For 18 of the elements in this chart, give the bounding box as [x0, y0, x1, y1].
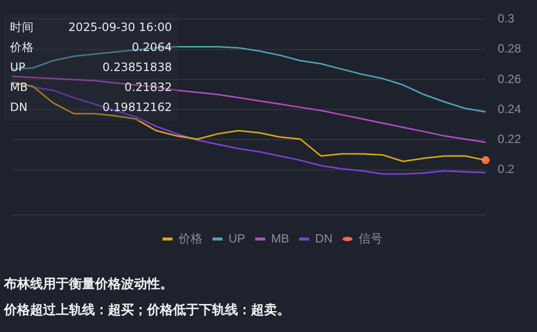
text: 价格超过上轨线：超买；价格低于下轨线：超卖。 [4, 302, 290, 320]
text: MB 0.21832 [10, 80, 172, 94]
text: UP 0.23851838 [10, 60, 172, 74]
text: 价格 0.2064 [10, 40, 172, 54]
text: DN 0.19812162 [10, 100, 172, 114]
text: 时间 2025-09-30 16:00 [10, 20, 172, 34]
text: 布林线用于衡量价格波动性。 [4, 276, 174, 294]
y-tick-label: 0.24 [498, 102, 522, 116]
legend-label: 信号 [358, 231, 382, 246]
y-tick-label: 0.2 [498, 162, 515, 176]
y-tick-label: 0.3 [498, 12, 515, 26]
legend-label: UP [228, 231, 246, 246]
y-tick-label: 0.22 [498, 132, 522, 146]
y-tick-label: 0.26 [498, 72, 522, 86]
legend-label: 价格 [178, 231, 202, 246]
legend-label: DN [315, 231, 333, 246]
y-tick-label: 0.28 [498, 42, 522, 56]
legend-label: MB [271, 231, 290, 246]
